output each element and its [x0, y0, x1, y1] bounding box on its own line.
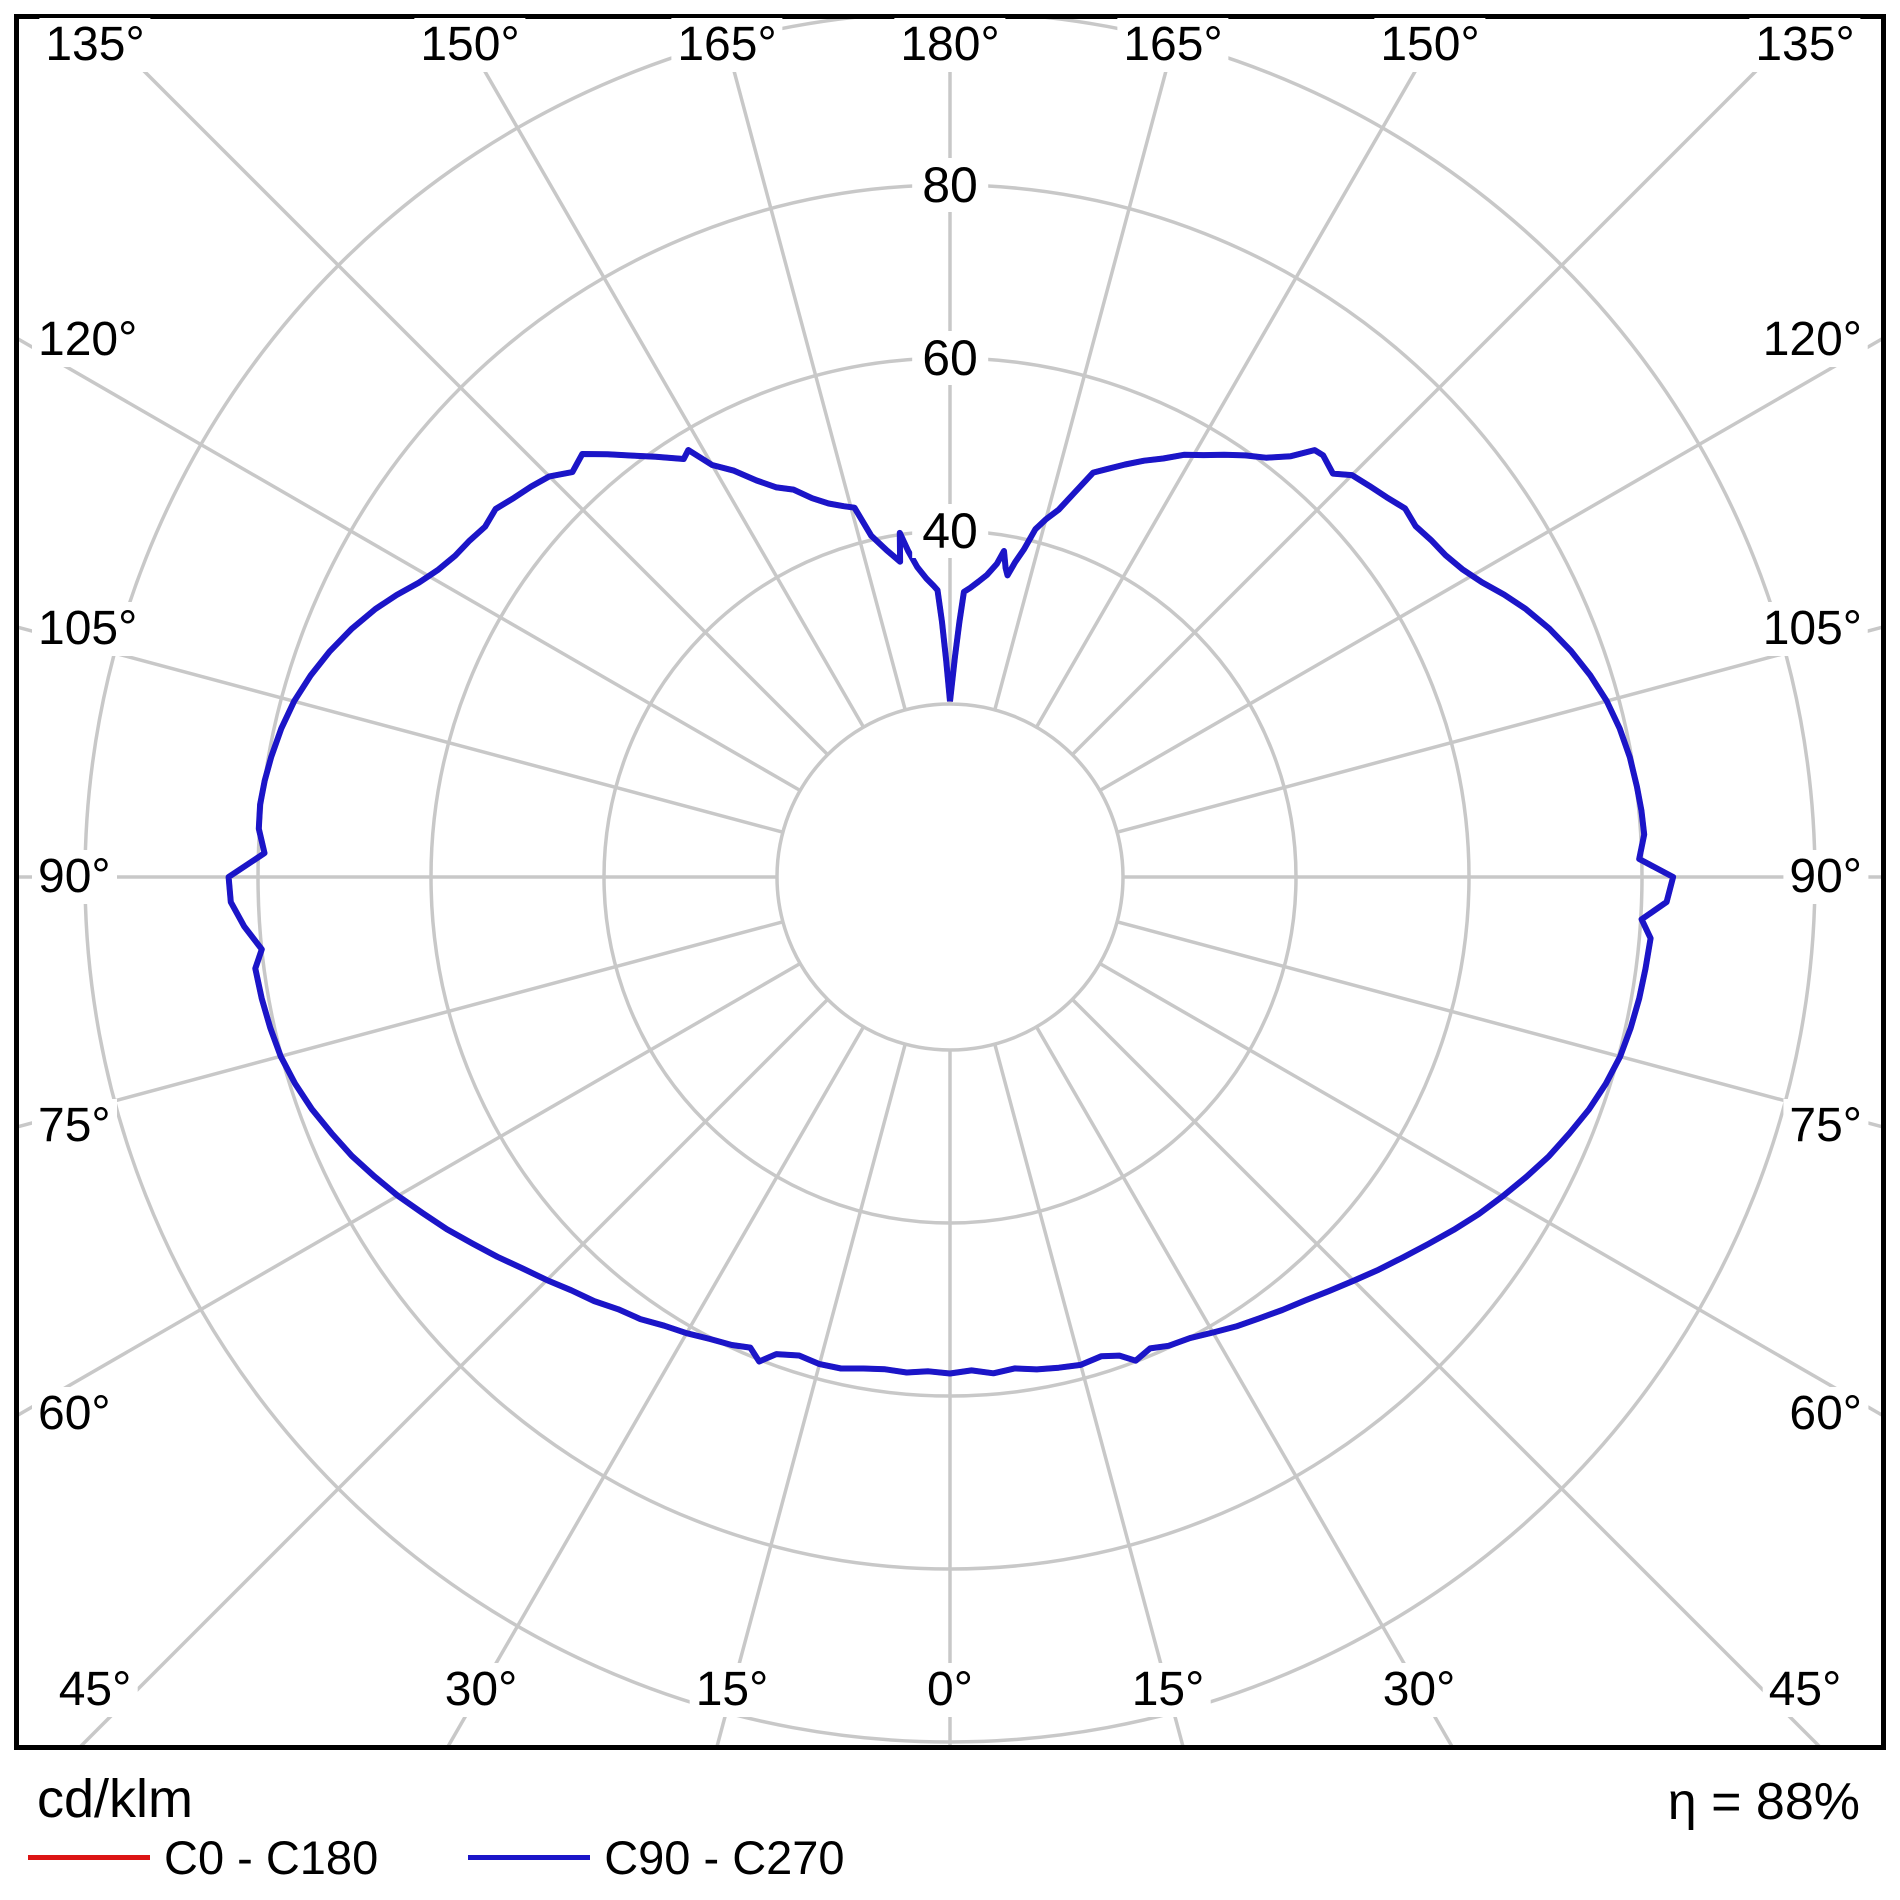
angle-label-right-90: 90°	[1783, 850, 1868, 904]
grid-spoke-15	[993, 1043, 1185, 1745]
angle-label-bottom-45: 45°	[1762, 1663, 1848, 1717]
grid-spoke-30	[1034, 1025, 1454, 1745]
angle-label-top-150: 150°	[414, 18, 526, 72]
grid-spoke-330	[446, 1025, 866, 1745]
angle-label-bottom-30: 30°	[1376, 1663, 1462, 1717]
plot-frame-border	[14, 14, 1886, 1750]
grid-spoke-45	[1071, 998, 1821, 1745]
grid-spoke-300	[19, 961, 802, 1417]
angle-label-left-120: 120°	[32, 313, 144, 367]
angle-label-right-75: 75°	[1783, 1099, 1868, 1153]
angle-label-right-105: 105°	[1756, 602, 1868, 656]
angle-label-bottom-15: 15°	[689, 1663, 775, 1717]
unit-label: cd/klm	[37, 1769, 194, 1829]
grid-spoke-210	[452, 19, 866, 729]
legend-label-c0-c180: C0 - C180	[164, 1831, 379, 1884]
legend-label-c90-c270: C90 - C270	[604, 1831, 845, 1884]
grid-spoke-165	[993, 19, 1182, 711]
grid-spoke-345	[715, 1043, 907, 1745]
grid-spoke-105	[1116, 625, 1881, 834]
angle-label-right-60: 60°	[1783, 1387, 1868, 1441]
angle-label-right-120: 120°	[1756, 313, 1868, 367]
angle-label-bottom-0: 0°	[921, 1663, 979, 1717]
grid-spoke-60	[1098, 961, 1881, 1417]
grid-spoke-120	[1098, 337, 1881, 793]
angle-label-top-135: 135°	[39, 18, 151, 72]
grid-spoke-315	[79, 998, 829, 1745]
grid-spoke-150	[1034, 19, 1448, 729]
grid-spoke-255	[19, 625, 784, 834]
angle-label-bottom-45: 45°	[52, 1663, 138, 1717]
legend-line-red	[28, 1855, 150, 1860]
legend-item-c90-c270: C90 - C270	[468, 1830, 845, 1885]
angle-label-top-150: 150°	[1374, 18, 1486, 72]
ring-label-60: 60	[912, 331, 988, 385]
legend-item-c0-c180: C0 - C180	[28, 1830, 378, 1885]
grid-spoke-75	[1116, 920, 1881, 1129]
angle-label-left-75: 75°	[32, 1099, 117, 1153]
legend-line-blue	[468, 1855, 591, 1860]
grid-spoke-225	[89, 19, 829, 756]
angle-label-left-105: 105°	[32, 602, 144, 656]
ring-label-40: 40	[912, 504, 988, 558]
angle-label-bottom-15: 15°	[1125, 1663, 1211, 1717]
angle-label-left-90: 90°	[32, 850, 117, 904]
grid-spoke-195	[718, 19, 907, 711]
grid-spoke-135	[1071, 19, 1811, 756]
efficiency-value: η = 88%	[1667, 1773, 1860, 1831]
angle-label-top-180: 180°	[894, 18, 1006, 72]
grid-spoke-240	[19, 337, 802, 793]
curve-C90-C270	[225, 447, 1677, 1377]
chart-legend: C0 - C180 C90 - C270	[28, 1830, 935, 1885]
grid-spoke-285	[19, 920, 784, 1129]
angle-label-top-165: 165°	[1117, 18, 1229, 72]
angle-label-left-60: 60°	[32, 1387, 117, 1441]
angle-label-top-165: 165°	[671, 18, 783, 72]
ring-label-80: 80	[912, 158, 988, 212]
angle-label-top-135: 135°	[1749, 18, 1861, 72]
angle-label-bottom-30: 30°	[438, 1663, 524, 1717]
